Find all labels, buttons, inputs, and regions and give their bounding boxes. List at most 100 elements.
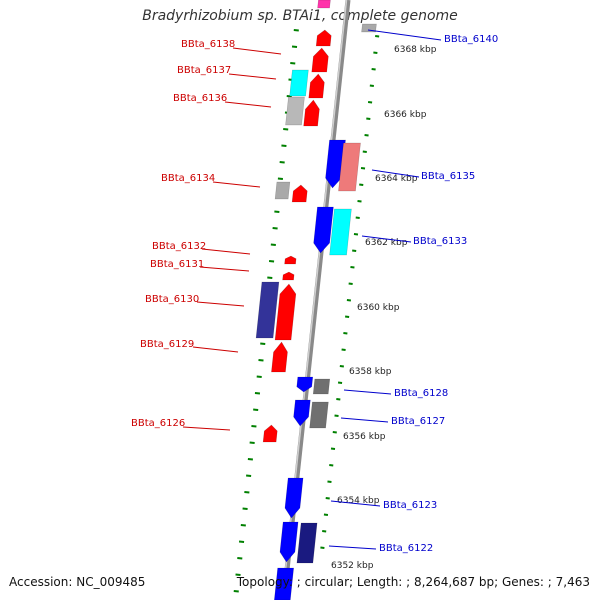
tick-mark-left: [258, 359, 264, 362]
gene-arrow-6128: [296, 376, 314, 393]
gene-label-leader-right: [343, 389, 392, 395]
gene-arrow-6133: [313, 206, 334, 254]
tick-mark-left: [283, 128, 289, 131]
tick-mark-left: [246, 474, 252, 477]
gene-label-leader-left: [201, 248, 251, 255]
gene-label-leader-left: [192, 346, 239, 353]
gene-arrow-6133b: [329, 208, 352, 256]
tick-mark-left: [286, 95, 292, 98]
gene-arrow-6127: [293, 399, 311, 427]
tick-mark-left: [267, 276, 273, 279]
tick-mark-left: [253, 408, 259, 411]
tick-mark-right: [369, 84, 374, 87]
scale-label: 6368 kbp: [394, 45, 437, 55]
gene-labels[interactable]: BBta_6138 BBta_6137 BBta_6136 BBta_6134 BBta…: [131, 29, 498, 554]
tick-mark-right: [375, 35, 380, 38]
tick-mark-left: [244, 491, 250, 494]
gene-label-leader-right: [328, 545, 377, 550]
scale-label: 6354 kbp: [337, 496, 380, 506]
gene-arrow-6130: [255, 281, 280, 339]
gene-label-left: BBta_6132: [152, 241, 206, 252]
tick-mark-right: [346, 299, 352, 302]
tick-mark-right: [322, 530, 327, 533]
gene-arrow-6132: [284, 255, 297, 265]
gene-arrow-6134: [274, 181, 291, 200]
tick-mark-right: [343, 332, 348, 335]
tick-mark-right: [337, 381, 343, 384]
tick-mark-right: [332, 431, 337, 434]
gene-label-left: BBta_6129: [140, 339, 194, 350]
scale-label: 6362 kbp: [365, 238, 408, 248]
gene-label-right: BBta_6123: [383, 500, 437, 511]
tick-mark-left: [279, 161, 285, 164]
tick-mark-left: [260, 342, 266, 345]
gene-arrow-6137: [289, 69, 309, 97]
gene-label-right: BBta_6127: [391, 416, 445, 427]
tick-mark-left: [251, 425, 257, 428]
genes-info: Genes7,463: [494, 575, 590, 589]
tick-mark-left: [254, 392, 261, 395]
tick-mark-right: [360, 167, 366, 170]
tick-mark-left: [293, 29, 299, 32]
tick-mark-left: [242, 507, 248, 510]
tick-mark-left: [235, 573, 241, 576]
tick-mark-right: [352, 249, 357, 252]
gene-label-left: BBta_6126: [131, 418, 185, 429]
gene-arrow-6130b: [274, 283, 297, 341]
scale-label: 6352 kbp: [331, 561, 374, 571]
tick-mark-right: [362, 150, 367, 153]
accession-info: Accession: NC_009485: [9, 575, 146, 589]
genome-title: Bradyrhizobium sp. BTAi1, complete genom…: [142, 8, 458, 24]
scale-label: 6364 kbp: [375, 174, 418, 184]
gene-label-right: BBta_6133: [413, 236, 467, 247]
tick-mark-right: [320, 546, 325, 549]
gene-arrow-6123: [284, 477, 304, 519]
tick-mark-right: [367, 101, 373, 104]
gene-label-leader-left: [232, 47, 282, 55]
tick-mark-left: [256, 375, 262, 378]
gene-arrow-bottom: [274, 567, 294, 600]
tick-mark-right: [334, 414, 339, 417]
scale-labels: 6368 kbp 6366 kbp 6364 kbp 6362 kbp 6360 kbp…: [331, 45, 437, 571]
tick-mark-right: [327, 480, 332, 483]
gene-arrow-6135b: [338, 142, 361, 192]
tick-mark-left: [268, 260, 275, 263]
gene-arrow-6134b: [291, 184, 308, 203]
gene-label-right: BBta_6135: [421, 171, 475, 182]
gene-arrow-6126: [262, 424, 278, 443]
tick-mark-left: [240, 524, 246, 527]
tick-mark-left: [272, 227, 278, 230]
tick-mark-right: [329, 464, 334, 467]
tick-mark-left: [237, 557, 243, 560]
gene-label-right: BBta_6140: [444, 34, 498, 45]
gene-label-leader-right: [371, 169, 420, 178]
length-info: Length8,264,687 bp: [349, 575, 494, 589]
tick-mark-right: [345, 315, 350, 318]
tick-mark-right: [325, 497, 330, 500]
gene-label-leader-left: [196, 301, 245, 307]
gene-features: [255, 0, 377, 600]
gene-label-left: BBta_6137: [177, 65, 231, 76]
gene-arrow-top: [317, 0, 331, 9]
tick-mark-left: [233, 590, 239, 593]
tick-mark-left: [281, 144, 287, 147]
tick-mark-right: [364, 134, 369, 137]
gene-arrow-6127b: [309, 401, 329, 429]
gene-label-left: BBta_6131: [150, 259, 204, 270]
gene-arrow-6122: [279, 521, 299, 563]
gene-label-leader-left: [199, 266, 250, 272]
tick-mark-right: [350, 266, 355, 269]
gene-label-left: BBta_6134: [161, 173, 215, 184]
gene-arrow-6140: [361, 23, 377, 33]
tick-mark-left: [247, 458, 253, 461]
tick-mark-right: [357, 200, 362, 203]
tick-mark-left: [277, 177, 284, 180]
gene-arrow-6138: [315, 29, 332, 47]
gene-label-leader-left: [224, 101, 272, 108]
gene-label-left: BBta_6130: [145, 294, 199, 305]
gene-arrow-6138b: [311, 47, 329, 73]
gene-arrow-6131: [282, 271, 295, 281]
gene-label-right: BBta_6128: [394, 388, 448, 399]
tick-mark-right: [341, 348, 346, 351]
